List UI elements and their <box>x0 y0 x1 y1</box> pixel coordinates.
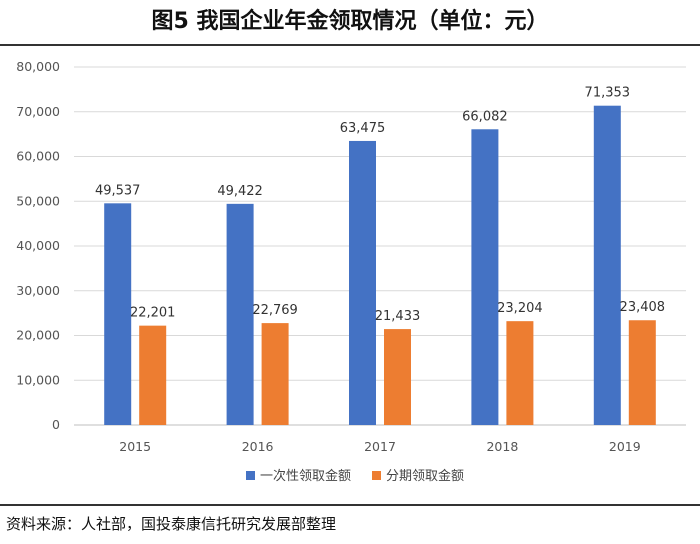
y-tick-label: 50,000 <box>16 193 60 208</box>
chart-title: 图5 我国企业年金领取情况（单位：元） <box>151 9 549 34</box>
bar-installment <box>261 323 289 425</box>
footer-divider <box>0 504 700 506</box>
y-tick-label: 30,000 <box>16 283 60 298</box>
bar-lump-sum <box>471 129 499 425</box>
data-label: 49,537 <box>95 183 141 198</box>
data-label: 63,475 <box>340 121 386 136</box>
y-tick-label: 0 <box>52 417 60 432</box>
data-label: 23,204 <box>497 301 543 316</box>
data-labels: 49,537 22,201 49,422 22,769 63,475 21,433 66,0… <box>95 86 665 324</box>
legend-label: 分期领取金额 <box>386 468 464 484</box>
x-tick-label: 2019 <box>609 439 641 454</box>
bar-installment <box>384 329 411 425</box>
data-label: 66,082 <box>462 109 508 124</box>
y-axis-ticks: 0 10,000 20,000 30,000 40,000 50,000 60,000 70,… <box>16 59 60 432</box>
bar-installment <box>139 325 167 425</box>
data-label: 22,769 <box>252 303 298 318</box>
y-tick-label: 20,000 <box>16 328 60 343</box>
data-label: 49,422 <box>217 184 263 199</box>
bar-installment <box>506 321 534 425</box>
gridlines <box>74 66 686 426</box>
legend-swatch <box>246 471 255 480</box>
y-tick-label: 80,000 <box>16 59 60 74</box>
x-tick-label: 2017 <box>364 439 396 454</box>
bar-chart: 0 10,000 20,000 30,000 40,000 50,000 60,000 70,… <box>16 59 686 484</box>
legend-label: 一次性领取金额 <box>260 468 351 484</box>
data-label: 71,353 <box>585 86 631 101</box>
bar-lump-sum <box>349 140 376 425</box>
legend: 一次性领取金额 分期领取金额 <box>246 468 464 484</box>
data-label: 23,408 <box>620 300 666 315</box>
y-tick-label: 70,000 <box>16 104 60 119</box>
y-tick-label: 60,000 <box>16 149 60 164</box>
x-tick-label: 2016 <box>242 439 274 454</box>
data-label: 22,201 <box>130 306 176 321</box>
bars <box>104 105 656 426</box>
x-axis-ticks: 2015 2016 2017 2018 2019 <box>119 439 640 454</box>
bar-lump-sum <box>104 203 132 425</box>
title-divider <box>0 44 700 46</box>
x-tick-label: 2015 <box>119 439 151 454</box>
data-label: 21,433 <box>375 309 421 324</box>
y-tick-label: 40,000 <box>16 238 60 253</box>
x-tick-label: 2018 <box>486 439 518 454</box>
bar-lump-sum <box>593 105 621 426</box>
bar-lump-sum <box>226 203 254 425</box>
legend-swatch <box>372 471 381 480</box>
source-note: 资料来源：人社部，国投泰康信托研究发展部整理 <box>6 515 337 533</box>
bar-installment <box>628 320 656 425</box>
y-tick-label: 10,000 <box>16 372 60 387</box>
